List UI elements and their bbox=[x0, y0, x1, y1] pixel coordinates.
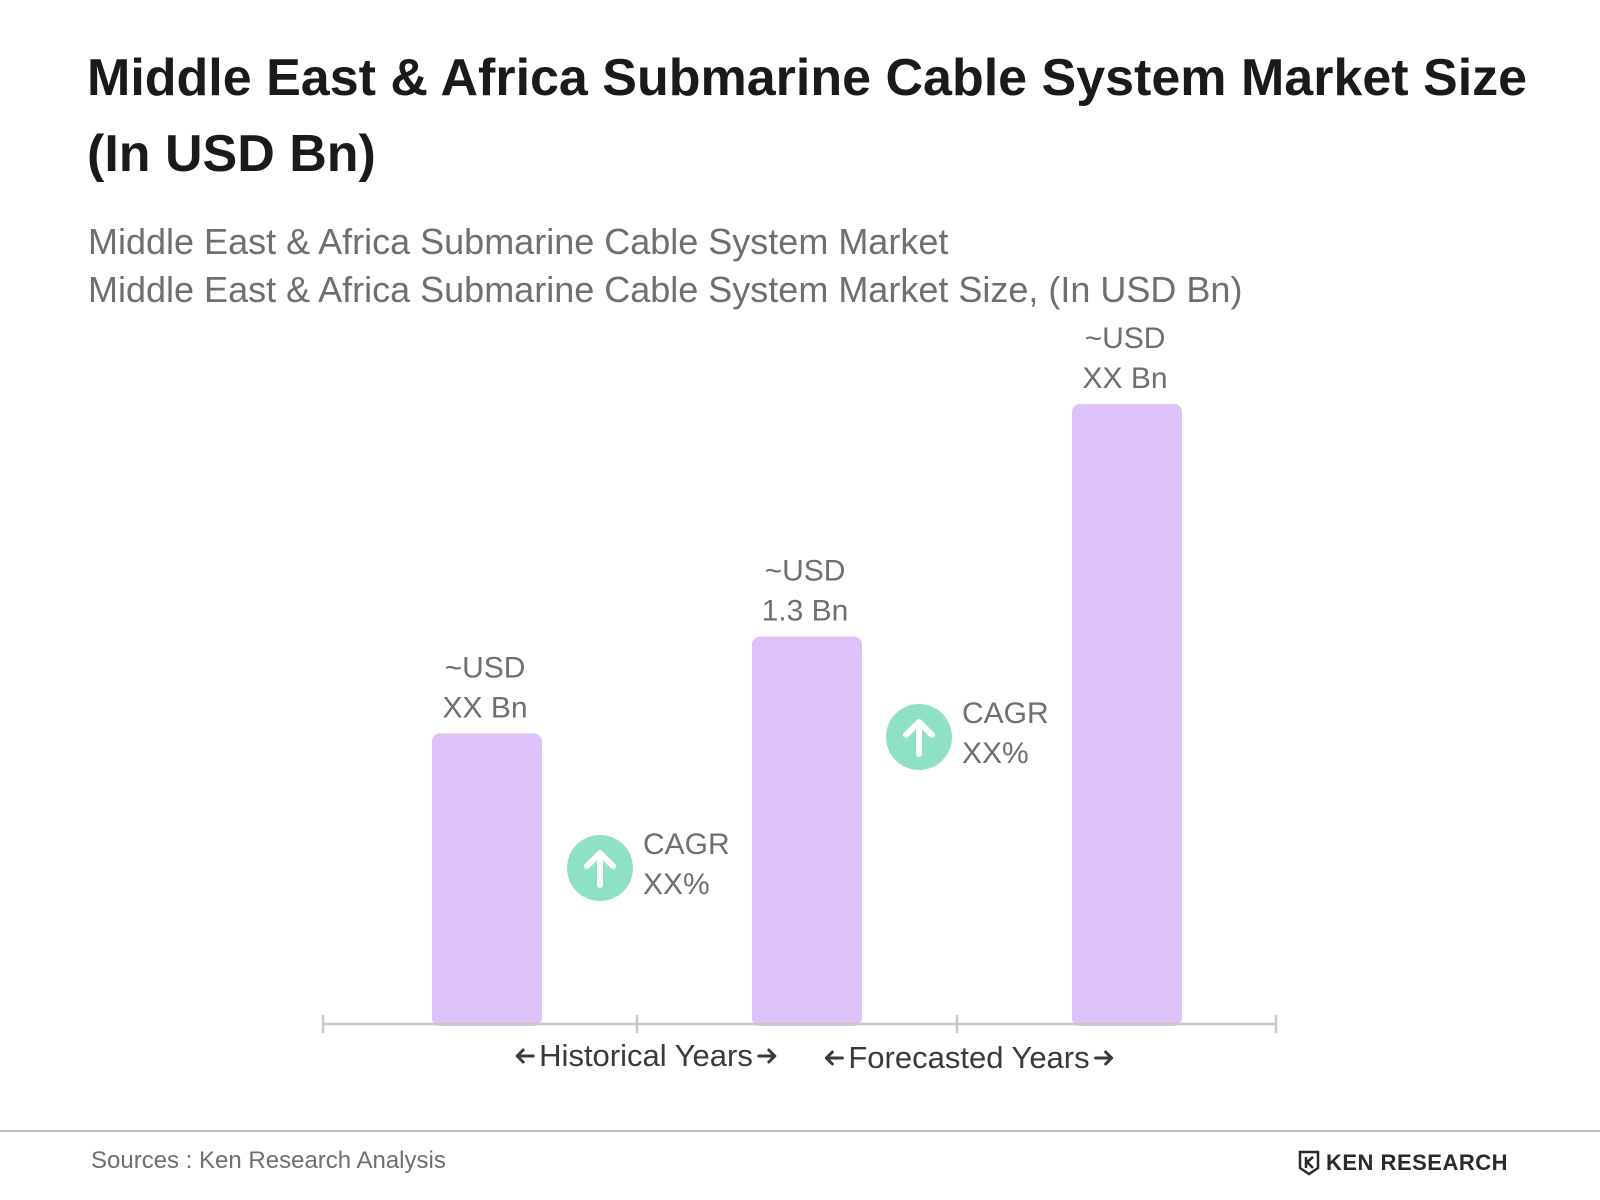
bar-3 bbox=[1072, 404, 1182, 1026]
bar-2-label-line-2: 1.3 Bn bbox=[762, 595, 849, 628]
bar-1-label-line-2: XX Bn bbox=[442, 691, 527, 724]
cagr-1-line-2: XX% bbox=[643, 868, 710, 901]
footer-divider bbox=[0, 1130, 1600, 1132]
cagr-1-line-1: CAGR bbox=[643, 828, 730, 861]
arrow-left-icon-1 bbox=[515, 1048, 535, 1064]
ken-research-logo-icon bbox=[1298, 1150, 1320, 1176]
brand-logo: KEN RESEARCH bbox=[1298, 1150, 1508, 1176]
period-label-2: Forecasted Years bbox=[848, 1040, 1089, 1075]
chart-title: Middle East & Africa Submarine Cable Sys… bbox=[87, 49, 1528, 183]
arrow-right-icon-1 bbox=[757, 1048, 777, 1064]
cagr-2-line-1: CAGR bbox=[962, 697, 1049, 730]
bar-1 bbox=[432, 733, 542, 1026]
bar-3-label-line-1: ~USD bbox=[1085, 322, 1166, 355]
subtitle-line-2: Middle East & Africa Submarine Cable Sys… bbox=[88, 269, 1243, 310]
cagr-2-line-2: XX% bbox=[962, 737, 1029, 770]
chart-subtitle: Middle East & Africa Submarine Cable Sys… bbox=[88, 218, 1508, 314]
bar-3-label-line-2: XX Bn bbox=[1082, 362, 1167, 395]
bar-1-label-line-1: ~USD bbox=[445, 651, 526, 684]
bar-2-label-line-1: ~USD bbox=[765, 555, 846, 588]
source-note: Sources : Ken Research Analysis bbox=[91, 1147, 446, 1174]
arrow-left-icon-2 bbox=[824, 1050, 844, 1066]
subtitle-line-1: Middle East & Africa Submarine Cable Sys… bbox=[88, 221, 949, 262]
brand-name: KEN RESEARCH bbox=[1326, 1150, 1509, 1175]
arrow-up-icon-2 bbox=[903, 719, 935, 757]
arrow-right-icon-2 bbox=[1094, 1050, 1114, 1066]
period-label-1: Historical Years bbox=[539, 1038, 753, 1073]
bar-2 bbox=[752, 636, 862, 1026]
arrow-up-icon-1 bbox=[584, 850, 616, 888]
